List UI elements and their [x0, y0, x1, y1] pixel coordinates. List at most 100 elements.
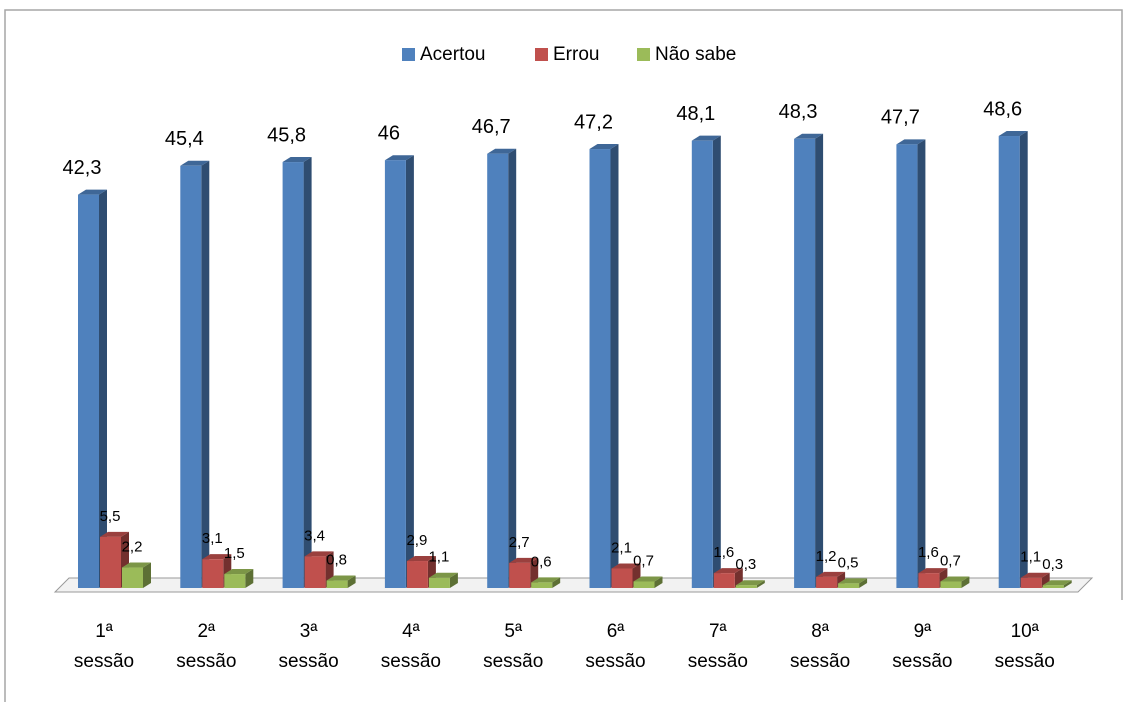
bar-top	[100, 531, 129, 537]
bar	[78, 189, 107, 589]
legend-label: Não sabe	[655, 44, 736, 65]
bar-top	[509, 557, 539, 563]
bar-front	[180, 165, 202, 588]
bar-front	[282, 162, 304, 588]
bar-front	[998, 136, 1020, 588]
bar-top	[735, 580, 765, 586]
data-label: 42,3	[63, 157, 102, 179]
bar-side	[303, 157, 312, 588]
data-label: 5,5	[100, 508, 121, 525]
bar-top	[816, 571, 846, 577]
bar-side	[347, 575, 356, 588]
bar-side	[815, 133, 824, 588]
bar	[713, 568, 743, 588]
bar-front	[487, 153, 509, 588]
bar	[794, 133, 824, 588]
bar-front	[78, 194, 99, 589]
bar-top	[1042, 580, 1072, 586]
bar-front	[816, 576, 838, 588]
bar	[531, 577, 561, 588]
bar-front	[633, 581, 655, 588]
bar-top	[998, 131, 1028, 137]
data-label: 3,4	[304, 527, 325, 544]
bar-top	[384, 155, 414, 161]
bar-side	[405, 155, 414, 588]
bar-top	[896, 139, 926, 145]
bar-front	[794, 138, 816, 588]
bar-top	[691, 135, 721, 141]
bar	[998, 131, 1028, 588]
bar-front	[509, 562, 531, 588]
bar-front	[122, 567, 143, 588]
bar-top	[78, 189, 107, 195]
data-label: 1,5	[224, 545, 245, 562]
bar-top	[611, 563, 641, 569]
bar	[735, 580, 765, 588]
bar-top	[589, 144, 619, 150]
bar-front	[940, 581, 962, 588]
bar-side	[99, 189, 107, 589]
bar-top	[428, 572, 458, 578]
bar-front	[304, 556, 326, 588]
bar-top	[282, 157, 312, 163]
data-label: 47,7	[881, 107, 920, 129]
bar-top	[406, 556, 436, 562]
bar-front	[100, 536, 121, 588]
x-tick-label: 10ª sessão	[995, 621, 1055, 672]
bar-side	[1019, 131, 1028, 588]
data-label: 0,3	[1042, 556, 1063, 573]
bar	[180, 160, 210, 588]
x-tick-label: 8ª sessão	[790, 621, 850, 672]
bar-top	[838, 578, 868, 584]
bar-side	[756, 580, 765, 588]
bar-side	[1063, 580, 1072, 588]
bar-top	[633, 576, 663, 582]
bar	[589, 144, 619, 589]
legend-label: Acertou	[420, 44, 485, 65]
legend-swatch	[402, 48, 415, 61]
bar-side	[859, 578, 868, 588]
bar-top	[794, 133, 824, 139]
bar-front	[691, 140, 713, 589]
data-label: 47,2	[574, 111, 613, 133]
bar-side	[552, 577, 561, 588]
x-tick-label: 4ª sessão	[381, 621, 441, 672]
bar-front	[896, 144, 918, 588]
x-tick-label: 3ª sessão	[278, 621, 338, 672]
x-tick-label: 9ª sessão	[892, 621, 952, 672]
data-label: 0,7	[940, 552, 961, 569]
data-label: 0,5	[838, 554, 859, 571]
bar-top	[940, 576, 970, 582]
bar-top	[122, 562, 151, 568]
x-tick-label: 2ª sessão	[176, 621, 236, 672]
bar-side	[712, 135, 721, 589]
bar-side	[917, 139, 926, 588]
data-label: 3,1	[202, 530, 223, 547]
data-label: 2,7	[509, 534, 530, 551]
data-label: 48,3	[779, 101, 818, 123]
data-label: 0,6	[531, 553, 552, 570]
bar-front	[589, 149, 611, 589]
data-label: 2,9	[406, 532, 427, 549]
data-label: 46,7	[472, 116, 511, 138]
bar-side	[201, 160, 210, 588]
bar-front	[838, 583, 860, 588]
data-label: 1,2	[816, 548, 837, 565]
x-tick-label: 1ª sessão	[74, 621, 134, 672]
bar-top	[918, 568, 948, 574]
bar	[326, 575, 356, 588]
legend-label: Errou	[553, 44, 599, 65]
bar-top	[304, 551, 334, 557]
bar-top	[531, 577, 561, 583]
bar	[282, 157, 312, 588]
data-label: 48,6	[983, 98, 1022, 120]
data-label: 45,8	[267, 124, 306, 146]
bar-top	[180, 160, 210, 166]
data-label: 2,2	[122, 539, 143, 556]
data-label: 0,3	[735, 556, 756, 573]
data-label: 2,1	[611, 539, 632, 556]
bar	[691, 135, 721, 589]
bar-side	[508, 148, 517, 588]
bar-front	[611, 568, 633, 588]
data-label: 1,1	[1020, 549, 1041, 566]
